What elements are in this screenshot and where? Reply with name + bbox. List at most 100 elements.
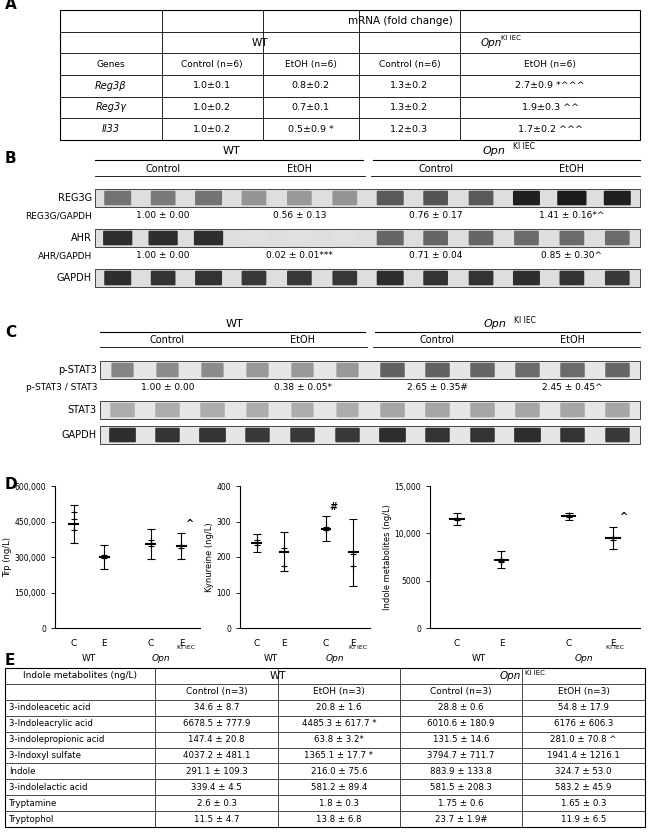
FancyBboxPatch shape [287, 191, 312, 205]
Text: 1.00 ± 0.00: 1.00 ± 0.00 [141, 384, 194, 393]
Text: 1941.4 ± 1216.1: 1941.4 ± 1216.1 [547, 751, 620, 760]
FancyBboxPatch shape [513, 191, 540, 205]
Text: Genes: Genes [96, 60, 125, 68]
FancyBboxPatch shape [605, 231, 630, 245]
Text: REG3G: REG3G [58, 193, 92, 203]
FancyBboxPatch shape [291, 403, 313, 417]
Text: WT: WT [252, 38, 268, 48]
Text: E: E [179, 640, 185, 648]
Text: KI IEC: KI IEC [349, 645, 367, 650]
Text: WT: WT [222, 146, 240, 156]
Text: 4037.2 ± 481.1: 4037.2 ± 481.1 [183, 751, 250, 760]
Text: 1.00 ± 0.00: 1.00 ± 0.00 [136, 212, 190, 220]
Text: Control (n=6): Control (n=6) [181, 60, 243, 68]
Text: EtOH (n=3): EtOH (n=3) [558, 687, 610, 696]
Text: 11.9 ± 6.5: 11.9 ± 6.5 [561, 815, 606, 823]
FancyBboxPatch shape [337, 363, 359, 377]
Text: B: B [5, 151, 17, 166]
Text: Opn: Opn [575, 654, 593, 662]
Text: 339.4 ± 4.5: 339.4 ± 4.5 [191, 783, 242, 791]
Text: Tryptamine: Tryptamine [9, 799, 57, 807]
Text: A: A [5, 0, 17, 12]
FancyBboxPatch shape [199, 428, 226, 442]
Text: KI IEC: KI IEC [513, 142, 535, 151]
FancyBboxPatch shape [291, 428, 315, 442]
Text: Control (n=6): Control (n=6) [379, 60, 440, 68]
FancyBboxPatch shape [242, 231, 266, 245]
Text: 54.8 ± 17.9: 54.8 ± 17.9 [558, 703, 609, 712]
Bar [5, 668, 645, 827]
Text: Indole metabolites (ng/L): Indole metabolites (ng/L) [23, 671, 137, 681]
Text: C: C [454, 640, 460, 648]
FancyBboxPatch shape [148, 231, 177, 245]
Text: 2.45 ± 0.45^: 2.45 ± 0.45^ [542, 384, 603, 393]
FancyBboxPatch shape [425, 403, 450, 417]
FancyBboxPatch shape [103, 231, 133, 245]
FancyBboxPatch shape [332, 231, 357, 245]
FancyBboxPatch shape [605, 428, 630, 442]
Text: 291.1 ± 109.3: 291.1 ± 109.3 [186, 766, 248, 776]
FancyBboxPatch shape [200, 403, 225, 417]
Text: 0.71 ± 0.04: 0.71 ± 0.04 [409, 252, 462, 260]
Text: 34.6 ± 8.7: 34.6 ± 8.7 [194, 703, 239, 712]
Text: 1.00 ± 0.00: 1.00 ± 0.00 [136, 252, 190, 260]
FancyBboxPatch shape [604, 191, 630, 205]
FancyBboxPatch shape [151, 191, 176, 205]
FancyBboxPatch shape [379, 428, 406, 442]
FancyBboxPatch shape [242, 271, 266, 285]
Text: Control (n=3): Control (n=3) [430, 687, 492, 696]
Text: 1.3±0.2: 1.3±0.2 [391, 103, 428, 112]
Y-axis label: Indole metabolites (ng/L): Indole metabolites (ng/L) [383, 504, 391, 610]
FancyBboxPatch shape [377, 271, 404, 285]
Text: 324.7 ± 53.0: 324.7 ± 53.0 [555, 766, 612, 776]
FancyBboxPatch shape [515, 363, 540, 377]
Text: REG3G/GAPDH: REG3G/GAPDH [25, 212, 92, 220]
FancyBboxPatch shape [470, 363, 495, 377]
Text: 883.9 ± 133.8: 883.9 ± 133.8 [430, 766, 492, 776]
Text: EtOH: EtOH [290, 335, 315, 345]
Text: Opn: Opn [484, 319, 506, 329]
Text: EtOH: EtOH [560, 335, 585, 345]
FancyBboxPatch shape [513, 271, 540, 285]
Text: #: # [329, 502, 337, 512]
Text: 2.7±0.9 *^^^: 2.7±0.9 *^^^ [515, 82, 585, 90]
Text: mRNA (fold change): mRNA (fold change) [348, 16, 453, 26]
Bar [95, 189, 640, 207]
Bar [60, 10, 640, 140]
Text: WT: WT [269, 671, 286, 681]
FancyBboxPatch shape [469, 191, 493, 205]
FancyBboxPatch shape [605, 403, 630, 417]
Text: 216.0 ± 75.6: 216.0 ± 75.6 [311, 766, 367, 776]
Text: 3-Indoxyl sulfate: 3-Indoxyl sulfate [9, 751, 81, 760]
FancyBboxPatch shape [469, 271, 493, 285]
Text: ^: ^ [185, 519, 193, 529]
FancyBboxPatch shape [151, 271, 176, 285]
Text: 0.76 ± 0.17: 0.76 ± 0.17 [409, 212, 462, 220]
Text: E: E [5, 653, 16, 668]
Text: C: C [566, 640, 571, 648]
Text: 3-indolepropionic acid: 3-indolepropionic acid [9, 735, 105, 744]
FancyBboxPatch shape [560, 271, 584, 285]
Text: 0.38 ± 0.05*: 0.38 ± 0.05* [274, 384, 332, 393]
Text: 3-indolelactic acid: 3-indolelactic acid [9, 783, 88, 791]
Text: 1.2±0.3: 1.2±0.3 [391, 124, 428, 133]
Text: 1.3±0.2: 1.3±0.2 [391, 82, 428, 90]
Text: p-STAT3 / STAT3: p-STAT3 / STAT3 [25, 384, 97, 393]
Text: KI IEC: KI IEC [525, 670, 545, 676]
FancyBboxPatch shape [335, 428, 359, 442]
FancyBboxPatch shape [332, 191, 357, 205]
FancyBboxPatch shape [246, 403, 268, 417]
Text: WT: WT [472, 654, 486, 662]
FancyBboxPatch shape [109, 428, 136, 442]
Bar [100, 426, 640, 444]
Text: 23.7 ± 1.9#: 23.7 ± 1.9# [435, 815, 488, 823]
FancyBboxPatch shape [111, 403, 135, 417]
FancyBboxPatch shape [557, 191, 586, 205]
FancyBboxPatch shape [380, 363, 405, 377]
Text: 0.5±0.9 *: 0.5±0.9 * [288, 124, 333, 133]
Y-axis label: Trp (ng/L): Trp (ng/L) [3, 537, 12, 577]
FancyBboxPatch shape [423, 231, 448, 245]
FancyBboxPatch shape [514, 428, 541, 442]
Bar [100, 361, 640, 379]
Text: WT: WT [226, 319, 244, 329]
